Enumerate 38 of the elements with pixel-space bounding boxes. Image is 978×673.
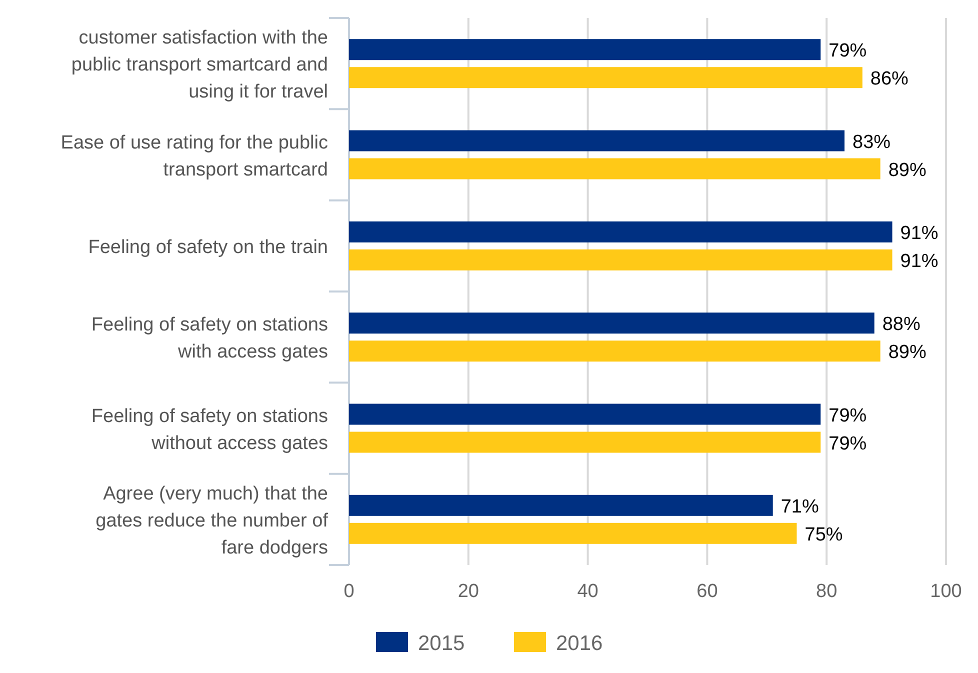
bar <box>349 340 880 362</box>
bar <box>349 312 874 334</box>
data-label: 71% <box>780 496 820 518</box>
data-label: 89% <box>888 342 926 364</box>
data-label: 79% <box>828 433 867 454</box>
legend-label: 2015 <box>418 632 465 655</box>
data-label: 79% <box>828 40 867 62</box>
bar <box>349 39 821 60</box>
y-tick-label: customer satisfaction with the public transport smartcard and using it for travel <box>71 28 328 103</box>
data-label: 75% <box>804 524 843 546</box>
data-label: 91% <box>900 222 938 244</box>
x-tick-label: 100 <box>930 581 962 602</box>
x-tick-label: 0 <box>344 581 354 602</box>
bar <box>349 494 773 516</box>
bar <box>349 249 892 270</box>
y-tick-label: Agree (very much) that the gates reduce the number of fare dodgers <box>96 483 329 558</box>
data-label: 86% <box>870 68 909 90</box>
data-label: 79% <box>828 405 867 426</box>
data-label: 83% <box>852 132 891 153</box>
x-tick-label: 80 <box>816 581 838 602</box>
y-tick-label: Ease of use rating for the public transport smartcard <box>60 132 328 180</box>
bar <box>349 158 880 180</box>
y-tick-label: Feeling of safety on stations without access gates <box>91 406 328 454</box>
bar <box>349 432 821 453</box>
x-tick-label: 20 <box>458 581 479 602</box>
x-tick-label: 40 <box>577 581 598 602</box>
data-label: 89% <box>888 160 926 181</box>
legend-label: 2016 <box>556 632 603 655</box>
data-label: 88% <box>882 314 920 336</box>
bar <box>349 130 845 152</box>
bar <box>349 221 892 242</box>
bar <box>349 522 797 544</box>
bar <box>349 404 821 425</box>
x-tick-label: 60 <box>696 581 718 602</box>
y-tick-label: Feeling of safety on the train <box>88 236 328 258</box>
data-label: 91% <box>900 250 938 272</box>
y-tick-label: Feeling of safety on stations with access gates <box>91 314 328 363</box>
bar <box>349 67 862 88</box>
